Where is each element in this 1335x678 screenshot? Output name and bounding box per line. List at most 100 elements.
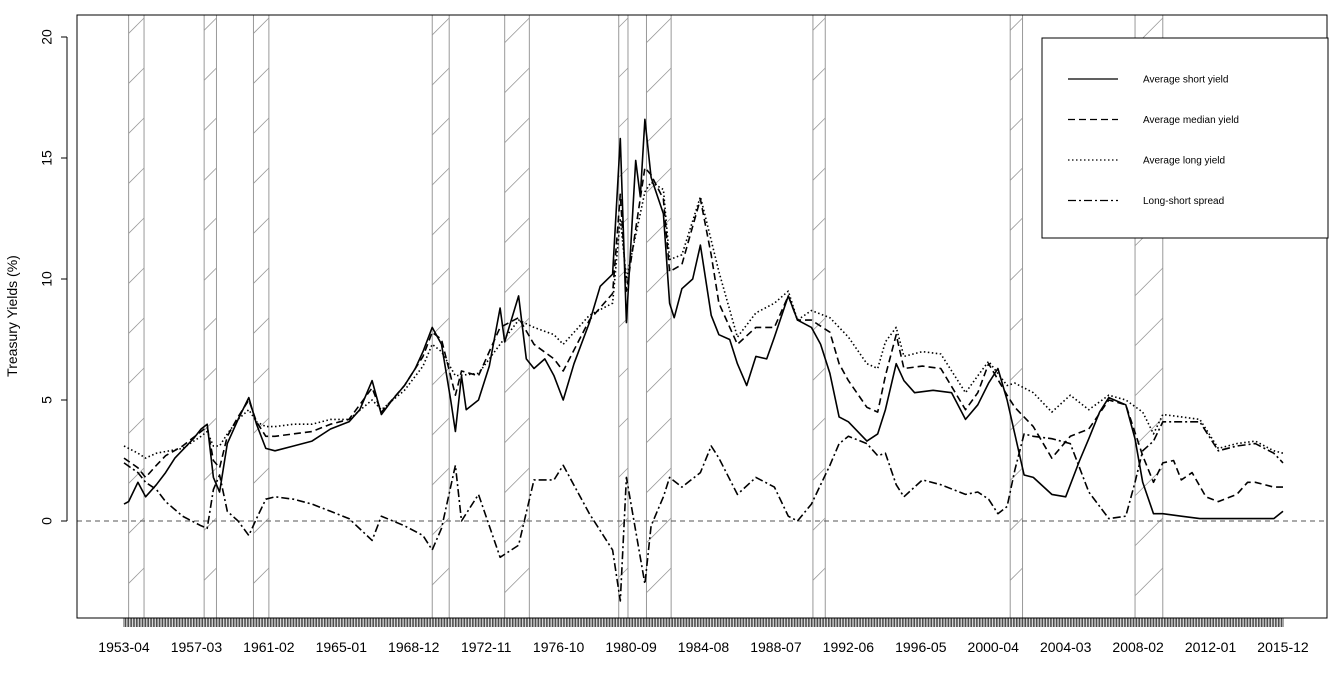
hatch-line: [646, 367, 672, 393]
x-tick-label: 1957-03: [171, 639, 223, 655]
legend: Average short yield Average median yield A…: [1041, 37, 1329, 239]
hatch-line: [504, 67, 530, 93]
hatch-line: [1009, 17, 1023, 31]
hatch-line: [1009, 217, 1023, 231]
hatch-line: [253, 267, 270, 284]
hatch-line: [1009, 317, 1023, 331]
hatch-line: [618, 117, 629, 128]
hatch-line: [504, 17, 530, 43]
hatch-line: [618, 517, 629, 528]
hatch-line: [431, 467, 450, 486]
hatch-line: [812, 267, 826, 281]
hatch-line: [504, 517, 530, 543]
x-tick-label: 2012-01: [1185, 639, 1237, 655]
x-tick-label: 1992-06: [823, 639, 875, 655]
hatch-line: [431, 117, 450, 136]
x-tick-label: 1980-09: [605, 639, 657, 655]
hatch-line: [203, 167, 217, 181]
recession-shading: [128, 15, 1164, 618]
hatch-line: [812, 367, 826, 381]
hatch-line: [504, 167, 530, 193]
legend-label: Average long yield: [1143, 156, 1225, 167]
hatch-line: [253, 317, 270, 334]
hatch-line: [431, 567, 450, 586]
hatch-line: [253, 17, 270, 34]
series-lines: [123, 118, 1284, 602]
x-tick-label: 1976-10: [533, 639, 585, 655]
hatch-line: [812, 117, 826, 131]
hatch-line: [253, 467, 270, 484]
x-tick-label: 1965-01: [316, 639, 368, 655]
hatch-line: [812, 567, 826, 581]
legend-label: Long-short spread: [1143, 196, 1224, 207]
hatch-line: [504, 367, 530, 393]
hatch-line: [253, 167, 270, 184]
hatch-line: [253, 117, 270, 134]
hatch-line: [128, 117, 145, 134]
y-axis: 0 5 10 15 20: [39, 29, 68, 525]
hatch-line: [1134, 367, 1164, 397]
hatch-line: [646, 67, 672, 93]
shaded-period-8: [812, 15, 826, 618]
hatch-line: [618, 417, 629, 428]
legend-label: Average median yield: [1143, 115, 1239, 126]
shaded-period-1: [128, 15, 145, 618]
x-tick-label: 2008-02: [1112, 639, 1164, 655]
hatch-line: [1134, 567, 1164, 597]
hatch-line: [203, 117, 217, 131]
hatch-line: [646, 217, 672, 243]
hatch-line: [646, 117, 672, 143]
legend-label: Average short yield: [1143, 75, 1228, 86]
hatch-line: [504, 417, 530, 443]
hatch-line: [1009, 567, 1023, 581]
hatch-line: [1134, 517, 1164, 547]
x-tick-label: 1996-05: [895, 639, 947, 655]
hatch-line: [128, 17, 145, 34]
hatch-line: [431, 267, 450, 286]
x-tick-label: 2004-03: [1040, 639, 1092, 655]
hatch-line: [618, 567, 629, 578]
hatch-line: [128, 467, 145, 484]
hatch-line: [812, 167, 826, 181]
hatch-line: [203, 367, 217, 381]
hatch-line: [128, 417, 145, 434]
legend-entry: Long-short spread: [1068, 196, 1224, 207]
x-tick-label: 2015-12: [1257, 639, 1309, 655]
hatch-line: [203, 17, 217, 31]
hatch-line: [504, 467, 530, 493]
x-tick-label: 1984-08: [678, 639, 730, 655]
legend-entry: Average short yield: [1068, 75, 1228, 86]
hatch-line: [253, 67, 270, 84]
legend-box: [1041, 37, 1329, 239]
hatch-line: [618, 367, 629, 378]
hatch-line: [1009, 367, 1023, 381]
hatch-line: [1009, 167, 1023, 181]
hatch-line: [203, 467, 217, 481]
hatch-line: [504, 567, 530, 593]
hatch-line: [431, 217, 450, 236]
hatch-line: [128, 67, 145, 84]
hatch-line: [646, 467, 672, 493]
hatch-line: [1009, 417, 1023, 431]
hatch-line: [128, 567, 145, 584]
hatch-line: [504, 317, 530, 343]
hatch-line: [618, 167, 629, 178]
hatch-line: [1009, 117, 1023, 131]
hatch-line: [1134, 317, 1164, 347]
x-tick-label: 1988-07: [750, 639, 802, 655]
x-tick-label: 1961-02: [243, 639, 295, 655]
y-axis-title: Treasury Yields (%): [4, 255, 20, 377]
series-average-short-yield: [123, 118, 1284, 520]
hatch-line: [203, 67, 217, 81]
shaded-period-3: [252, 15, 270, 618]
hatch-line: [504, 117, 530, 143]
hatch-line: [253, 417, 270, 434]
x-tick-marks: [123, 618, 1284, 627]
hatch-line: [812, 317, 826, 331]
series-average-median-yield: [123, 166, 1283, 503]
series-average-long-yield: [123, 181, 1284, 459]
hatch-line: [646, 517, 672, 543]
hatch-line: [618, 467, 629, 478]
x-tick-label: 1953-04: [98, 639, 150, 655]
legend-entry: Average long yield: [1068, 156, 1225, 167]
